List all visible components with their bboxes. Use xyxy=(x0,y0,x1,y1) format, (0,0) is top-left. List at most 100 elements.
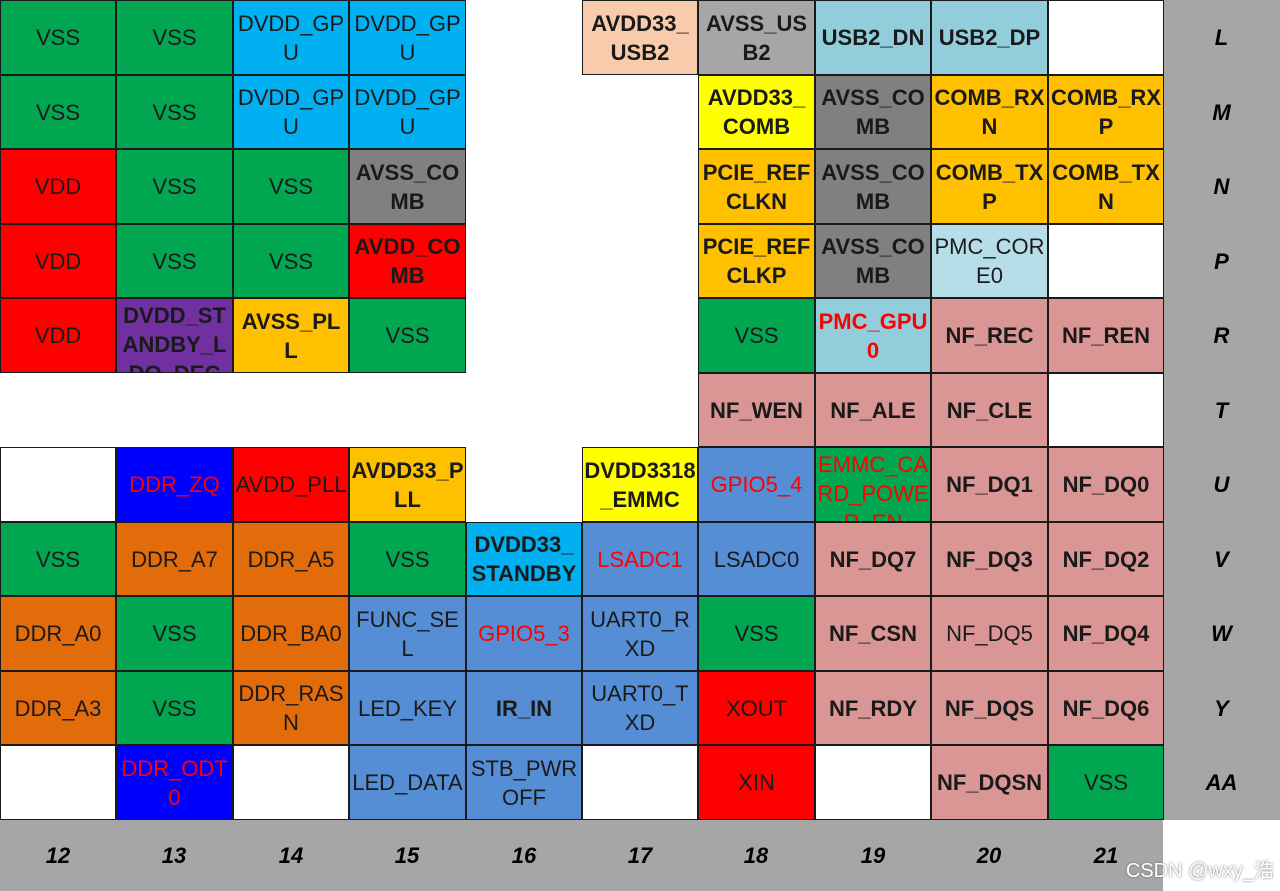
pin-cell-avdd33-usb2: AVDD33_USB2 xyxy=(582,0,698,75)
pin-cell-comb-rxp: COMB_RXP xyxy=(1048,75,1164,149)
pin-cell-led-key: LED_KEY xyxy=(349,671,466,745)
pin-cell-empty xyxy=(0,447,116,522)
pin-name: AVDD_PLL xyxy=(235,472,347,497)
pin-cell-pmc-gpu0: PMC_GPU0 xyxy=(815,298,931,373)
pin-name: AVSS_USB2 xyxy=(705,10,808,65)
pin-name: DDR_A0 xyxy=(14,621,102,646)
column-label-20: 20 xyxy=(976,842,1002,868)
row-label-u: U xyxy=(1213,471,1230,497)
pin-name: AVSS_COMB xyxy=(821,234,925,288)
row-label-l: L xyxy=(1214,24,1229,50)
pin-cell-vss: VSS xyxy=(698,298,815,373)
pin-cell-nf-dq2: NF_DQ2 xyxy=(1048,522,1164,596)
pin-cell-nf-wen: NF_WEN xyxy=(698,373,815,447)
pin-cell-ddr-ba0: DDR_BA0 xyxy=(233,596,349,671)
pin-cell-nf-dq0: NF_DQ0 xyxy=(1048,447,1164,522)
row-label-m: M xyxy=(1212,99,1231,125)
pin-cell-dvdd-gpu: DVDD_GPU xyxy=(349,75,466,149)
pin-cell-vss: VSS xyxy=(1048,745,1164,820)
pin-name: DVDD_GPU xyxy=(237,85,345,139)
column-label-band xyxy=(0,820,1163,891)
pin-name: VSS xyxy=(152,621,197,646)
pin-cell-pcie-refclkp: PCIE_REFCLKP xyxy=(698,224,815,298)
pin-cell-vss: VSS xyxy=(0,0,116,75)
pin-cell-pmc-core0: PMC_CORE0 xyxy=(931,224,1048,298)
pin-cell-vss: VSS xyxy=(116,671,233,745)
pin-name: PMC_GPU0 xyxy=(818,308,928,363)
pin-name: NF_DQSN xyxy=(936,770,1043,795)
column-label-15: 15 xyxy=(394,842,420,868)
pin-cell-empty xyxy=(1048,224,1164,298)
pin-name: VSS xyxy=(268,174,314,199)
pin-name: VDD xyxy=(34,174,82,199)
pin-name: AVDD_COMB xyxy=(354,234,461,288)
pin-cell-empty xyxy=(1048,373,1164,447)
pin-cell-xout: XOUT xyxy=(698,671,815,745)
pin-name: VSS xyxy=(35,25,81,50)
pin-name: NF_DQ7 xyxy=(829,546,917,572)
pin-cell-empty xyxy=(1048,0,1164,75)
pin-cell-dvdd-gpu: DVDD_GPU xyxy=(233,75,349,149)
pin-cell-vss: VSS xyxy=(116,596,233,671)
pin-name: VSS xyxy=(385,546,430,572)
pin-name: EMMC_CARD_POWER_EN xyxy=(817,452,929,521)
pin-cell-nf-rec: NF_REC xyxy=(931,298,1048,373)
row-label-r: R xyxy=(1213,322,1230,348)
pin-cell-lsadc1: LSADC1 xyxy=(582,522,698,596)
pin-name: NF_RDY xyxy=(828,695,917,721)
pin-cell-avdd-comb: AVDD_COMB xyxy=(349,224,466,298)
pin-cell-empty xyxy=(0,745,116,820)
pin-name: DVDD33_STANDBY xyxy=(471,532,577,586)
pin-cell-dvdd3318-emmc: DVDD3318_EMMC xyxy=(582,447,698,522)
pin-name: NF_DQ3 xyxy=(946,546,1033,572)
pin-name: DVDD_STANDBY_LDO_DEC xyxy=(122,303,227,372)
pin-name: XOUT xyxy=(725,695,788,721)
pin-cell-dvdd-gpu: DVDD_GPU xyxy=(233,0,349,75)
pin-name: NF_DQ6 xyxy=(1062,695,1150,721)
column-label-12: 12 xyxy=(45,842,71,868)
pin-cell-stb-pwroff: STB_PWROFF xyxy=(466,745,582,820)
pin-name: AVDD33_USB2 xyxy=(591,10,689,65)
row-label-n: N xyxy=(1213,173,1230,199)
pin-cell-avdd33-pll: AVDD33_PLL xyxy=(349,447,466,522)
pin-name: UART0_RXD xyxy=(590,606,690,661)
pin-name: DVDD3318_EMMC xyxy=(584,457,696,512)
pin-name: NF_ALE xyxy=(830,397,916,423)
pin-name: PMC_CORE0 xyxy=(934,234,1045,288)
pin-name: IR_IN xyxy=(495,695,553,721)
pin-name: DDR_A5 xyxy=(247,546,335,572)
row-label-p: P xyxy=(1214,248,1229,274)
pin-cell-nf-cle: NF_CLE xyxy=(931,373,1048,447)
pin-name: NF_REN xyxy=(1061,323,1150,348)
pin-cell-vss: VSS xyxy=(116,0,233,75)
watermark: CSDN @wxy_浩 xyxy=(1125,860,1274,882)
pin-cell-vss: VSS xyxy=(349,522,466,596)
pin-name: USB2_DP xyxy=(938,25,1041,50)
pin-name: NF_CLE xyxy=(946,397,1033,423)
pin-cell-avdd33-comb: AVDD33_COMB xyxy=(698,75,815,149)
pin-cell-uart0-rxd: UART0_RXD xyxy=(582,596,698,671)
pin-cell-vdd: VDD xyxy=(0,298,116,373)
pin-name: VSS xyxy=(1083,770,1129,795)
pin-name: FUNC_SEL xyxy=(356,606,459,661)
pin-cell-nf-dqsn: NF_DQSN xyxy=(931,745,1048,820)
pin-name: GPIO5_3 xyxy=(478,621,570,646)
pin-cell-xin: XIN xyxy=(698,745,815,820)
pin-name: AVSS_PLL xyxy=(241,308,341,363)
pin-cell-avss-comb: AVSS_COMB xyxy=(349,149,466,224)
pin-name: DDR_ODT0 xyxy=(121,755,228,810)
pin-name: LSADC1 xyxy=(597,546,683,572)
pin-name: NF_WEN xyxy=(710,397,803,423)
pin-name: COMB_RXN xyxy=(934,85,1045,139)
pin-cell-nf-rdy: NF_RDY xyxy=(815,671,931,745)
pin-cell-vss: VSS xyxy=(233,149,349,224)
column-label-18: 18 xyxy=(743,842,769,868)
pin-cell-avss-pll: AVSS_PLL xyxy=(233,298,349,373)
pin-cell-dvdd33-standby: DVDD33_STANDBY xyxy=(466,522,582,596)
pin-cell-nf-ren: NF_REN xyxy=(1048,298,1164,373)
pin-cell-nf-dq5: NF_DQ5 xyxy=(931,596,1048,671)
pin-name: DVDD_GPU xyxy=(354,85,461,139)
pin-name: VSS xyxy=(152,174,197,199)
pin-cell-vss: VSS xyxy=(349,298,466,373)
pin-name: DDR_ZQ xyxy=(129,472,220,497)
